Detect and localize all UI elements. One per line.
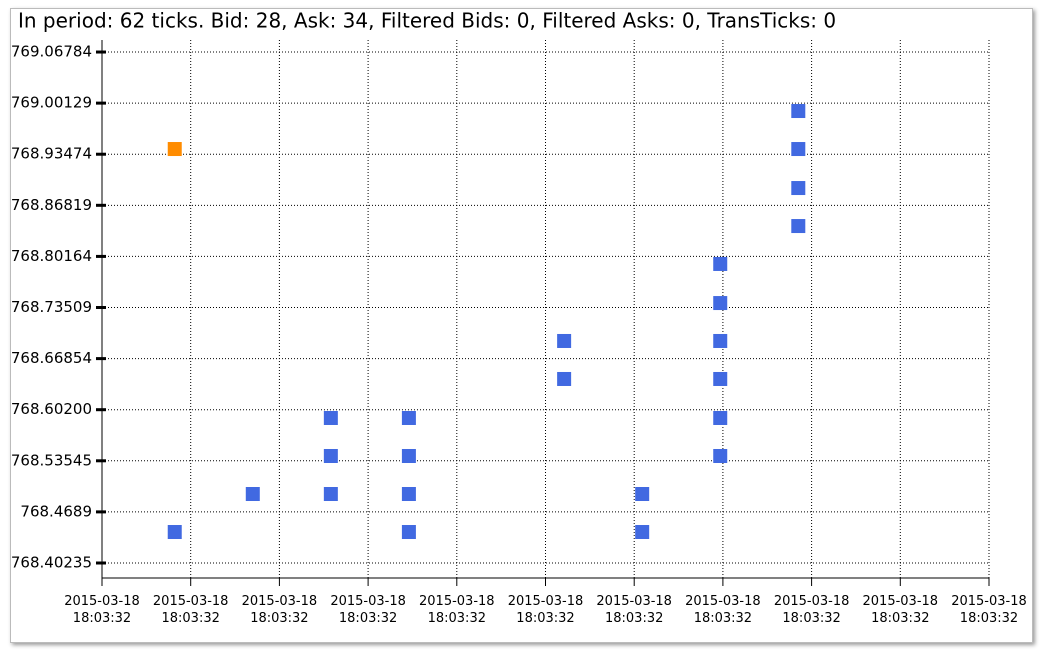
point — [167, 142, 182, 157]
point — [401, 448, 416, 463]
point — [245, 487, 260, 502]
point — [401, 525, 416, 540]
x-tick-label: 2015-03-18 18:03:32 — [152, 594, 229, 626]
x-tick-label: 2015-03-18 18:03:32 — [64, 594, 140, 626]
y-tick-label: 769.06784 — [11, 43, 92, 61]
point — [323, 487, 338, 502]
point — [791, 181, 806, 196]
x-tick-label: 2015-03-18 18:03:32 — [596, 594, 672, 626]
y-tick-label: 768.4689 — [20, 502, 92, 520]
x-tick-label: 2015-03-18 18:03:32 — [330, 594, 406, 626]
point — [713, 256, 728, 271]
x-tick-label: 2015-03-18 18:03:32 — [419, 594, 495, 626]
point — [791, 142, 806, 157]
y-tick-label: 768.60200 — [11, 400, 92, 418]
point — [635, 525, 650, 540]
y-tick-label: 768.93474 — [11, 145, 92, 163]
point — [401, 410, 416, 425]
y-tick-label: 768.53545 — [11, 451, 92, 469]
point — [167, 525, 182, 540]
y-tick-label: 769.00129 — [11, 94, 92, 112]
point — [323, 448, 338, 463]
x-tick-label: 2015-03-18 18:03:32 — [241, 594, 318, 626]
y-tick-label: 768.80164 — [11, 247, 92, 265]
point — [791, 104, 806, 119]
point — [713, 448, 728, 463]
y-tick-label: 768.86819 — [11, 196, 92, 214]
x-tick-label: 2015-03-18 18:03:32 — [685, 594, 761, 626]
y-tick-label: 768.40235 — [11, 553, 92, 571]
point — [323, 410, 338, 425]
point — [713, 410, 728, 425]
x-tick-label: 2015-03-18 18:03:32 — [862, 594, 939, 626]
point — [557, 333, 572, 348]
x-tick-label: 2015-03-18 18:03:32 — [773, 594, 850, 626]
x-tick-label: 2015-03-18 18:03:32 — [507, 594, 584, 626]
y-tick-label: 768.73509 — [11, 298, 92, 316]
y-tick-label: 768.66854 — [11, 349, 92, 367]
chart-title: In period: 62 ticks. Bid: 28, Ask: 34, F… — [18, 9, 836, 33]
x-tick-label: 2015-03-18 18:03:32 — [951, 594, 1027, 626]
point — [557, 371, 572, 386]
point — [791, 219, 806, 234]
point — [713, 296, 728, 311]
point — [401, 487, 416, 502]
point — [635, 487, 650, 502]
point — [713, 333, 728, 348]
point — [713, 371, 728, 386]
